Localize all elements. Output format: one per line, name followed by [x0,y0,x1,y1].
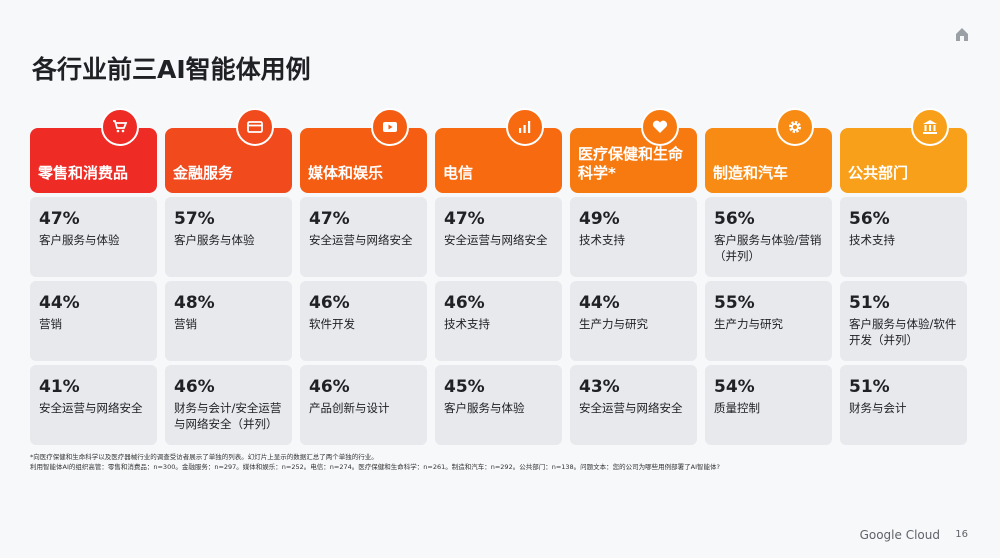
footnotes: *向医疗保健和生命科学以及医疗器械行业的调查受访者展示了单独的列表。幻灯片上显示… [30,452,720,472]
use-case-cell: 43% 安全运营与网络安全 [570,365,697,445]
use-case-label: 生产力与研究 [714,317,783,331]
use-case-percent: 51% [849,293,890,313]
industry-header: 制造和汽车 [705,108,832,193]
use-case-percent: 43% [579,377,620,397]
use-case-cell: 44% 生产力与研究 [570,281,697,361]
use-case-percent: 49% [579,209,620,229]
use-case-percent: 47% [444,209,485,229]
use-case-percent: 48% [174,293,215,313]
use-case-label: 产品创新与设计 [309,401,390,415]
industry-column: 金融服务 57% 客户服务与体验 48% 营销 46% 财务与会计/安全运营与网络安全（并列… [165,108,292,445]
use-case-cell: 46% 技术支持 [435,281,562,361]
use-case-cell: 46% 产品创新与设计 [300,365,427,445]
use-case-cell: 45% 客户服务与体验 [435,365,562,445]
use-case-percent: 44% [39,293,80,313]
use-case-label: 安全运营与网络安全 [39,401,143,415]
industry-column: 医疗保健和生命科学* 49% 技术支持 44% 生产力与研究 43% 安全运营与网络安全 [570,108,697,445]
use-case-cell: 56% 客户服务与体验/营销（并列） [705,197,832,277]
use-case-label: 软件开发 [309,317,355,331]
footnote-1: *向医疗保健和生命科学以及医疗器械行业的调查受访者展示了单独的列表。幻灯片上显示… [30,453,378,461]
video-play-icon [371,108,409,146]
use-case-label: 营销 [39,317,62,331]
industry-name: 医疗保健和生命科学* [578,145,684,182]
use-case-cell: 51% 财务与会计 [840,365,967,445]
use-case-label: 客户服务与体验 [174,233,255,247]
industry-header: 电信 [435,108,562,193]
page-number: 16 [955,529,968,540]
use-case-label: 财务与会计/安全运营与网络安全（并列） [174,401,282,431]
use-case-label: 客户服务与体验/营销（并列） [714,233,822,263]
use-case-percent: 57% [174,209,215,229]
use-case-percent: 46% [309,377,350,397]
footnote-2: 利用智能体AI的组织高管：零售和消费品：n=300。金融服务：n=297。媒体和… [30,463,720,471]
use-case-cell: 51% 客户服务与体验/软件开发（并列） [840,281,967,361]
industry-name: 媒体和娱乐 [308,164,384,182]
credit-card-icon [236,108,274,146]
use-case-cell: 57% 客户服务与体验 [165,197,292,277]
use-case-percent: 51% [849,377,890,397]
use-case-label: 生产力与研究 [579,317,648,331]
use-case-cell: 44% 营销 [30,281,157,361]
industry-column: 零售和消费品 47% 客户服务与体验 44% 营销 41% 安全运营与网络安全 [30,108,157,445]
use-case-percent: 56% [714,209,755,229]
use-case-label: 技术支持 [444,317,490,331]
industry-name: 金融服务 [173,164,234,182]
gear-icon [776,108,814,146]
home-icon[interactable] [954,26,970,42]
use-case-label: 客户服务与体验 [444,401,525,415]
use-case-percent: 44% [579,293,620,313]
use-case-label: 质量控制 [714,401,760,415]
use-case-label: 营销 [174,317,197,331]
use-case-cell: 54% 质量控制 [705,365,832,445]
use-case-percent: 54% [714,377,755,397]
use-case-label: 安全运营与网络安全 [444,233,548,247]
page-title: 各行业前三AI智能体用例 [32,55,311,84]
industry-header: 医疗保健和生命科学* [570,108,697,193]
use-case-cell: 56% 技术支持 [840,197,967,277]
use-case-cell: 48% 营销 [165,281,292,361]
use-case-label: 客户服务与体验/软件开发（并列） [849,317,957,347]
use-case-percent: 47% [309,209,350,229]
industry-grid: 零售和消费品 47% 客户服务与体验 44% 营销 41% 安全运营与网络安全 金融服务 57… [30,108,967,445]
use-case-percent: 46% [444,293,485,313]
industry-name: 零售和消费品 [38,164,129,182]
industry-header: 金融服务 [165,108,292,193]
use-case-label: 技术支持 [579,233,625,247]
use-case-cell: 47% 安全运营与网络安全 [300,197,427,277]
shopping-cart-icon [101,108,139,146]
government-building-icon [911,108,949,146]
use-case-label: 技术支持 [849,233,895,247]
use-case-cell: 46% 软件开发 [300,281,427,361]
industry-column: 公共部门 56% 技术支持 51% 客户服务与体验/软件开发（并列） 51% 财务与会计 [840,108,967,445]
use-case-cell: 47% 安全运营与网络安全 [435,197,562,277]
use-case-cell: 47% 客户服务与体验 [30,197,157,277]
use-case-cell: 41% 安全运营与网络安全 [30,365,157,445]
bar-chart-icon [506,108,544,146]
use-case-percent: 45% [444,377,485,397]
industry-name: 电信 [443,164,474,182]
use-case-percent: 46% [309,293,350,313]
use-case-cell: 46% 财务与会计/安全运营与网络安全（并列） [165,365,292,445]
use-case-percent: 56% [849,209,890,229]
use-case-percent: 47% [39,209,80,229]
use-case-label: 客户服务与体验 [39,233,120,247]
use-case-label: 安全运营与网络安全 [309,233,413,247]
industry-column: 媒体和娱乐 47% 安全运营与网络安全 46% 软件开发 46% 产品创新与设计 [300,108,427,445]
use-case-label: 安全运营与网络安全 [579,401,683,415]
heart-icon [641,108,679,146]
industry-header: 公共部门 [840,108,967,193]
use-case-percent: 46% [174,377,215,397]
use-case-percent: 41% [39,377,80,397]
brand-logo: Google Cloud [859,528,940,542]
use-case-cell: 55% 生产力与研究 [705,281,832,361]
industry-name: 公共部门 [848,164,909,182]
industry-name: 制造和汽车 [713,164,789,182]
industry-header: 零售和消费品 [30,108,157,193]
use-case-label: 财务与会计 [849,401,907,415]
industry-column: 电信 47% 安全运营与网络安全 46% 技术支持 45% 客户服务与体验 [435,108,562,445]
industry-column: 制造和汽车 56% 客户服务与体验/营销（并列） 55% 生产力与研究 54% 质量控制 [705,108,832,445]
use-case-percent: 55% [714,293,755,313]
industry-header: 媒体和娱乐 [300,108,427,193]
use-case-cell: 49% 技术支持 [570,197,697,277]
